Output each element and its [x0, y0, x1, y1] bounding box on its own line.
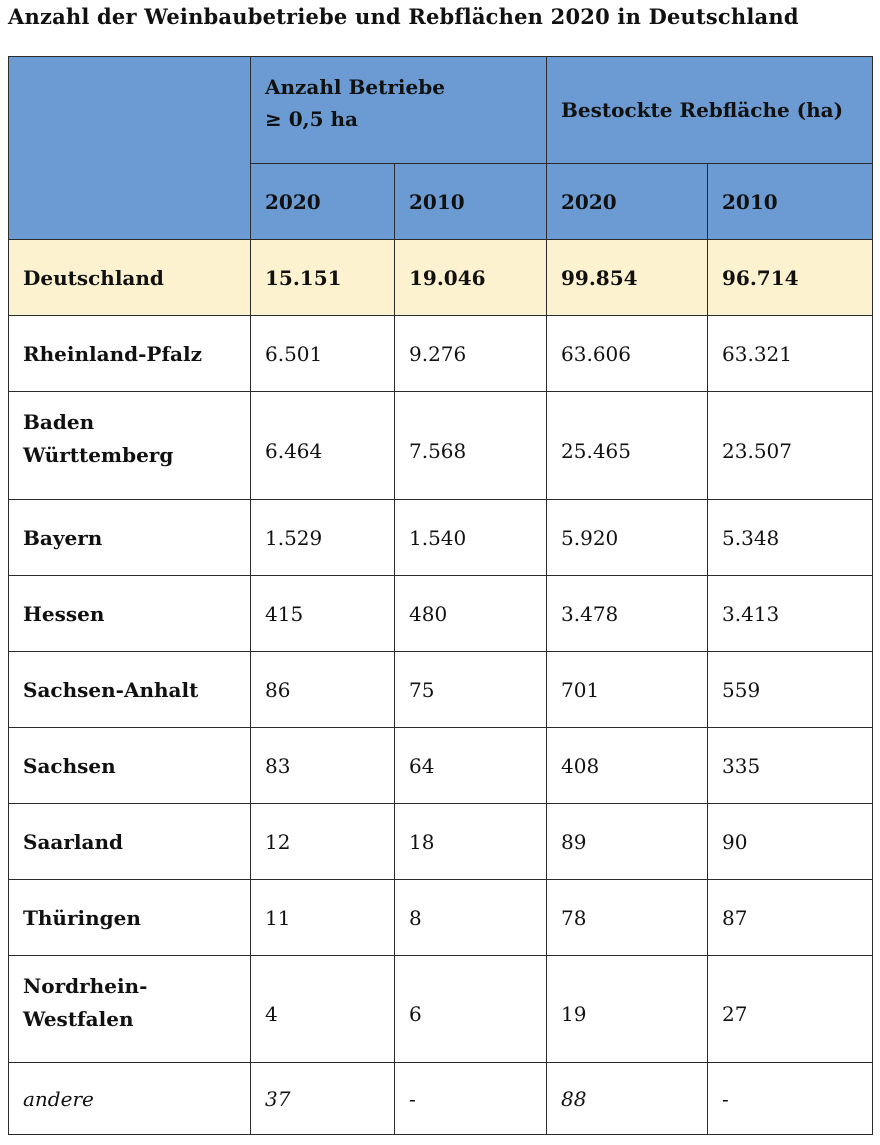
- value-cell: 1.529: [250, 499, 395, 576]
- value-cell: 25.465: [546, 391, 709, 500]
- value-cell: 75: [393, 651, 548, 728]
- header-year-betriebe-2010: 2010: [393, 163, 548, 240]
- region-cell: Saarland: [8, 803, 251, 880]
- wine-statistics-table: Anzahl Betriebe ≥ 0,5 ha Bestockte Rebfl…: [8, 56, 874, 1135]
- value-cell: -: [707, 1062, 874, 1135]
- value-cell: 408: [546, 727, 709, 804]
- table-row-andere: andere 37 - 88 -: [8, 1062, 874, 1135]
- table-row: Hessen 415 480 3.478 3.413: [8, 575, 874, 652]
- value-cell: 6.464: [250, 391, 395, 500]
- header-year-flaeche-2020: 2020: [546, 163, 709, 240]
- region-cell: Sachsen: [8, 727, 251, 804]
- value-cell: 12: [250, 803, 395, 880]
- table-row: Sachsen-Anhalt 86 75 701 559: [8, 651, 874, 728]
- region-line: Westfalen: [23, 1007, 134, 1031]
- table-row: Rheinland-Pfalz 6.501 9.276 63.606 63.32…: [8, 315, 874, 392]
- value-cell: 89: [546, 803, 709, 880]
- value-cell: 63.321: [707, 315, 874, 392]
- value-cell: 9.276: [393, 315, 548, 392]
- value-cell: 335: [707, 727, 874, 804]
- page-title: Anzahl der Weinbaubetriebe und Rebfläche…: [8, 4, 799, 29]
- region-cell: Nordrhein- Westfalen: [8, 955, 251, 1063]
- value-cell: 99.854: [546, 239, 709, 316]
- value-cell: 8: [393, 879, 548, 956]
- region-cell: Deutschland: [8, 239, 251, 316]
- value-cell: 96.714: [707, 239, 874, 316]
- value-cell: 15.151: [250, 239, 395, 316]
- value-cell: -: [393, 1062, 548, 1135]
- region-line: Nordrhein-: [23, 974, 148, 998]
- header-group-betriebe: Anzahl Betriebe ≥ 0,5 ha: [249, 56, 548, 164]
- value-cell: 86: [250, 651, 395, 728]
- header-year-flaeche-2010: 2010: [707, 163, 874, 240]
- value-cell: 559: [707, 651, 874, 728]
- region-line: Baden: [23, 410, 95, 434]
- value-cell: 64: [393, 727, 548, 804]
- table-row: Sachsen 83 64 408 335: [8, 727, 874, 804]
- header-corner-cell: [8, 56, 251, 240]
- value-cell: 23.507: [707, 391, 874, 500]
- value-cell: 701: [546, 651, 709, 728]
- region-line: Württemberg: [23, 443, 174, 467]
- value-cell: 5.348: [707, 499, 874, 576]
- region-cell: Bayern: [8, 499, 251, 576]
- table-row: Saarland 12 18 89 90: [8, 803, 874, 880]
- table-row: Thüringen 11 8 78 87: [8, 879, 874, 956]
- value-cell: 90: [707, 803, 874, 880]
- value-cell: 6.501: [250, 315, 395, 392]
- table-row: Nordrhein- Westfalen 4 6 19 27: [8, 955, 874, 1063]
- table-row: Bayern 1.529 1.540 5.920 5.348: [8, 499, 874, 576]
- value-cell: 37: [250, 1062, 395, 1135]
- header-year-betriebe-2020: 2020: [250, 163, 395, 240]
- header-row-years: 2020 2010 2020 2010: [9, 163, 874, 240]
- value-cell: 7.568: [393, 391, 548, 500]
- value-cell: 19: [546, 955, 709, 1063]
- header-group-rebflaeche: Bestockte Rebfläche (ha): [546, 56, 874, 164]
- value-cell: 78: [546, 879, 709, 956]
- value-cell: 480: [393, 575, 548, 652]
- table-row: Baden Württemberg 6.464 7.568 25.465 23.…: [8, 391, 874, 500]
- header-group-betriebe-line1: Anzahl Betriebe: [265, 75, 445, 99]
- region-cell: andere: [8, 1062, 251, 1135]
- value-cell: 4: [250, 955, 395, 1063]
- region-cell: Hessen: [8, 575, 251, 652]
- value-cell: 3.478: [546, 575, 709, 652]
- value-cell: 3.413: [707, 575, 874, 652]
- value-cell: 83: [250, 727, 395, 804]
- region-cell: Thüringen: [8, 879, 251, 956]
- value-cell: 415: [250, 575, 395, 652]
- value-cell: 63.606: [546, 315, 709, 392]
- value-cell: 1.540: [393, 499, 548, 576]
- value-cell: 87: [707, 879, 874, 956]
- region-cell: Baden Württemberg: [8, 391, 251, 500]
- value-cell: 19.046: [393, 239, 548, 316]
- header-group-betriebe-line2: ≥ 0,5 ha: [265, 107, 358, 131]
- value-cell: 6: [393, 955, 548, 1063]
- value-cell: 5.920: [546, 499, 709, 576]
- value-cell: 18: [393, 803, 548, 880]
- table-row-deutschland: Deutschland 15.151 19.046 99.854 96.714: [8, 239, 874, 316]
- value-cell: 27: [707, 955, 874, 1063]
- value-cell: 88: [546, 1062, 709, 1135]
- value-cell: 11: [250, 879, 395, 956]
- region-cell: Rheinland-Pfalz: [8, 315, 251, 392]
- region-cell: Sachsen-Anhalt: [8, 651, 251, 728]
- header-row-groups: Anzahl Betriebe ≥ 0,5 ha Bestockte Rebfl…: [8, 56, 874, 240]
